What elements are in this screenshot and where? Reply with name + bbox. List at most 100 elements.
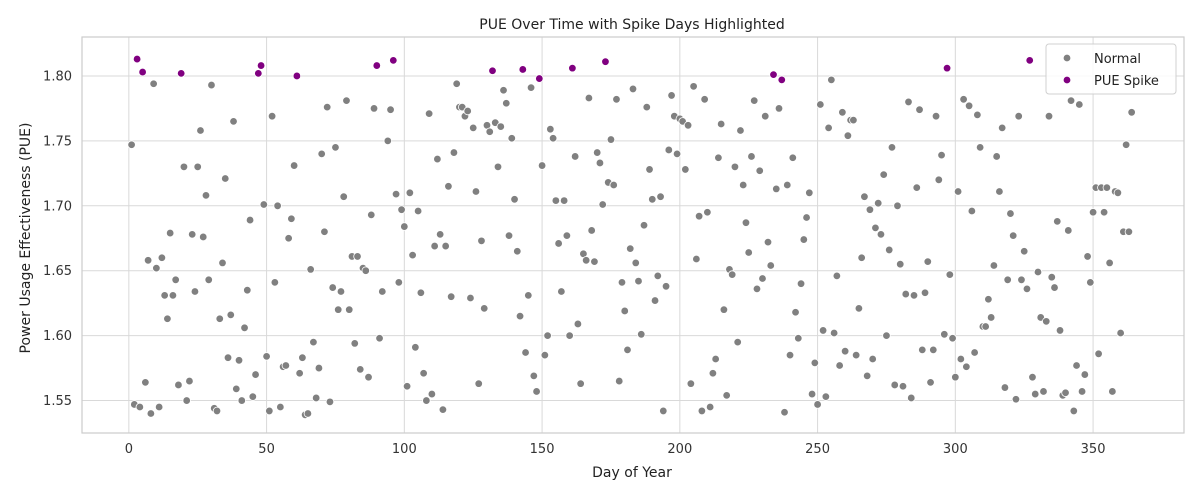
normal-point — [251, 370, 260, 379]
spike-point — [256, 61, 266, 70]
normal-point — [507, 134, 516, 143]
normal-point — [163, 314, 172, 323]
normal-point — [683, 121, 693, 130]
x-tick-label: 300 — [943, 442, 968, 457]
normal-point — [882, 331, 891, 340]
normal-point — [435, 230, 445, 239]
normal-point — [234, 356, 244, 365]
normal-point — [634, 276, 643, 286]
y-axis-ticks: 1.55 1.60 1.65 1.70 1.75 1.80 — [43, 69, 72, 409]
normal-point — [353, 252, 362, 261]
spike-point — [292, 71, 302, 81]
spike-point — [254, 69, 263, 78]
normal-point — [995, 187, 1004, 196]
normal-point — [912, 183, 921, 192]
normal-point — [981, 322, 990, 331]
normal-point — [1121, 140, 1131, 149]
normal-point — [639, 221, 649, 230]
normal-point — [165, 228, 175, 238]
normal-point — [920, 288, 930, 297]
normal-point — [1099, 208, 1109, 217]
normal-point — [397, 205, 406, 214]
grid-lines — [82, 37, 1184, 433]
normal-point — [656, 192, 665, 201]
chart-title: PUE Over Time with Spike Days Highlighte… — [479, 17, 784, 33]
normal-point — [592, 148, 602, 157]
normal-point — [1020, 247, 1029, 256]
legend-marker-spike — [1062, 75, 1072, 85]
normal-point — [276, 402, 285, 412]
normal-point — [320, 227, 329, 236]
normal-point — [367, 210, 376, 220]
normal-point — [1072, 361, 1081, 370]
normal-point — [287, 214, 296, 223]
normal-point — [237, 396, 246, 405]
normal-point — [502, 99, 511, 108]
y-axis-label: Power Usage Effectiveness (PUE) — [18, 123, 34, 354]
normal-point — [664, 145, 674, 155]
normal-point — [168, 291, 178, 300]
normal-point — [741, 218, 751, 227]
normal-point — [480, 304, 489, 313]
normal-point — [827, 75, 836, 85]
normal-point — [595, 158, 605, 168]
x-tick-label: 250 — [805, 442, 830, 457]
normal-point — [909, 291, 919, 300]
normal-point — [606, 135, 616, 144]
normal-point — [750, 96, 759, 105]
plot-frame — [81, 36, 1185, 434]
normal-point — [857, 253, 866, 262]
normal-point — [1050, 283, 1059, 292]
normal-point — [298, 353, 307, 362]
normal-point — [127, 140, 136, 149]
normal-point — [703, 208, 712, 217]
normal-point — [692, 254, 701, 264]
normal-point — [973, 110, 982, 120]
normal-point — [160, 291, 169, 300]
normal-point — [546, 124, 555, 134]
normal-point — [262, 352, 271, 361]
normal-point — [1055, 326, 1065, 335]
normal-point — [562, 231, 572, 240]
normal-point — [915, 105, 924, 114]
normal-point — [1080, 370, 1090, 379]
normal-point — [590, 257, 599, 266]
normal-point — [840, 347, 850, 356]
normal-point — [1113, 188, 1123, 197]
normal-point — [959, 95, 968, 104]
normal-point — [722, 391, 731, 400]
normal-point — [265, 406, 274, 416]
normal-point — [763, 237, 773, 247]
normal-point — [438, 405, 448, 414]
normal-point — [1017, 275, 1026, 284]
normal-point — [1028, 372, 1037, 382]
x-tick-label: 0 — [125, 442, 133, 457]
normal-point — [617, 278, 627, 287]
legend-marker-normal — [1062, 53, 1072, 63]
normal-point — [336, 287, 346, 296]
normal-point — [416, 288, 426, 297]
normal-point — [537, 161, 547, 170]
normal-point — [1022, 284, 1032, 294]
normal-point — [904, 97, 913, 107]
series-pue-spike — [132, 54, 1034, 85]
normal-point — [496, 122, 505, 131]
spike-point — [1025, 56, 1034, 65]
normal-point — [1003, 275, 1012, 284]
normal-point — [342, 96, 351, 105]
normal-point — [1033, 267, 1043, 277]
normal-point — [515, 311, 525, 321]
normal-point — [667, 91, 676, 100]
normal-point — [557, 287, 566, 296]
x-axis-label: Day of Year — [592, 465, 672, 481]
normal-point — [179, 162, 189, 172]
normal-point — [190, 287, 200, 296]
normal-point — [879, 170, 888, 179]
normal-point — [645, 165, 654, 174]
normal-point — [951, 372, 960, 382]
normal-point — [975, 143, 985, 152]
normal-point — [727, 270, 737, 279]
normal-point — [149, 79, 158, 88]
normal-point — [196, 126, 205, 135]
